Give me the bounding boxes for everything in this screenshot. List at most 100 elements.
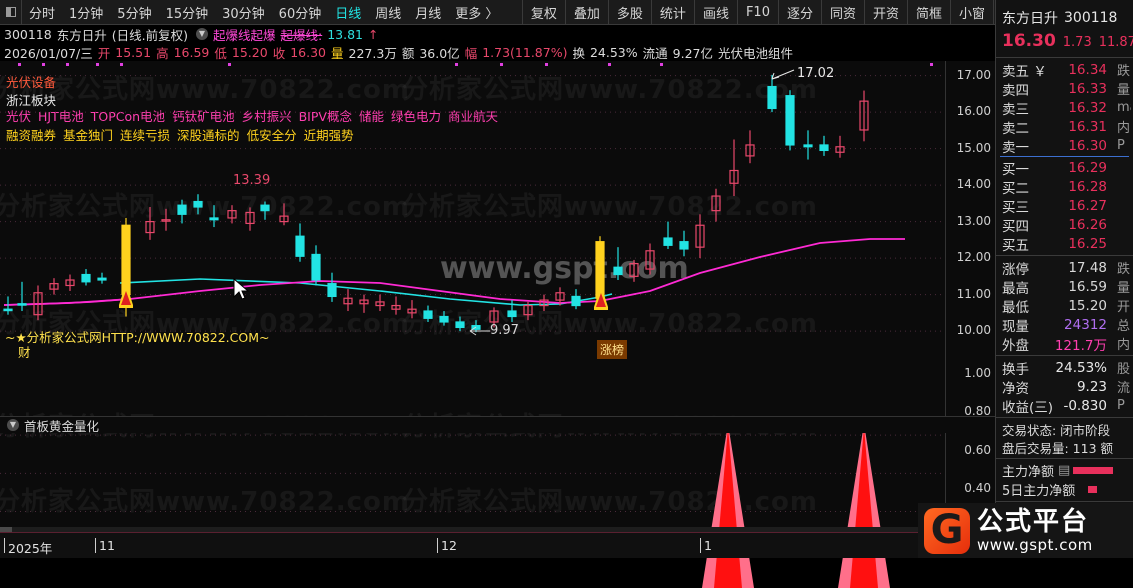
price-axis: 17.00 16.00 15.00 14.00 13.00 12.00 11.00 10.00… — [945, 61, 995, 532]
tag-融资融券[interactable]: 融资融券 — [6, 128, 57, 143]
sub-indicator-chart[interactable] — [0, 416, 945, 588]
row-tail: 内 — [1117, 338, 1131, 353]
toolbar-复权[interactable]: 复权 — [521, 0, 565, 25]
candle-body — [663, 237, 673, 246]
stat-涨停: 涨停 17.48 跌 — [996, 258, 1133, 278]
chevron-down-icon[interactable]: ▼ — [195, 28, 208, 40]
period-3[interactable]: 15分钟 — [165, 6, 209, 22]
tag-浙江板块[interactable]: 浙江板块 — [6, 93, 57, 108]
toolbar-同资[interactable]: 同资 — [821, 0, 864, 25]
toolbar-多股[interactable]: 多股 — [607, 0, 651, 25]
divider — [996, 255, 1133, 256]
period-4[interactable]: 30分钟 — [222, 6, 265, 22]
candle-body — [571, 295, 581, 307]
sub-tick-0.60: 0.60 — [964, 442, 991, 457]
toolbar-开资[interactable]: 开资 — [864, 0, 907, 25]
candle-body — [327, 283, 337, 298]
signal-dot — [120, 63, 123, 66]
tag-乡村振兴[interactable]: 乡村振兴 — [241, 109, 292, 124]
row-label: 卖三 — [1002, 101, 1029, 118]
candlestick-chart[interactable] — [0, 61, 945, 353]
fundamental-收益(三): 收益(三) -0.830 P — [996, 396, 1133, 416]
tag-连续亏损[interactable]: 连续亏损 — [120, 128, 171, 143]
tag-基金独门[interactable]: 基金独门 — [63, 128, 114, 143]
row-value: 15.20 — [1068, 297, 1107, 314]
tag-绿色电力[interactable]: 绿色电力 — [390, 109, 441, 124]
period-6[interactable]: 日线 — [335, 6, 362, 22]
period-0[interactable]: 分时 — [29, 6, 56, 22]
tag-近期强势[interactable]: 近期强势 — [303, 128, 354, 143]
tag-深股通标的[interactable]: 深股通标的 — [177, 128, 240, 143]
toolbar-小窗[interactable]: 小窗 — [950, 0, 993, 25]
chart-area[interactable]: 分析家公式网www.70822.com 分析家公式网www.70822.com … — [0, 61, 945, 588]
candle-body — [489, 310, 499, 323]
period-1[interactable]: 1分钟 — [69, 6, 104, 22]
tag-BIPV概念[interactable]: BIPV概念 — [298, 109, 352, 124]
row-value: 24.53% — [1055, 359, 1107, 376]
tag-row-industry: 光伏设备 — [6, 72, 63, 91]
fundamental-净资: 净资 9.23 流 — [996, 377, 1133, 397]
row-value: 24312 — [1064, 316, 1107, 333]
row-label: 买一 — [1002, 161, 1029, 178]
candle-body — [835, 146, 845, 153]
period-5[interactable]: 60分钟 — [278, 6, 322, 22]
price-tick-17.00: 17.00 — [956, 67, 991, 82]
price-tick-14.00: 14.00 — [956, 177, 991, 192]
candle-body — [65, 279, 75, 287]
price-tick-10.00: 10.00 — [956, 323, 991, 338]
row-value: 121.7万 — [1054, 337, 1107, 354]
tag-光伏[interactable]: 光伏 — [6, 109, 32, 124]
tag-商业航天[interactable]: 商业航天 — [447, 109, 498, 124]
main-net-5d-label: 5日主力净额 — [1002, 484, 1076, 499]
chart-scrollbar[interactable] — [0, 527, 945, 532]
row-label: 换手 — [1002, 361, 1029, 378]
row-tail: P — [1117, 138, 1125, 153]
period-9[interactable]: 更多 〉 — [455, 6, 499, 22]
toolbar-统计[interactable]: 统计 — [650, 0, 694, 25]
toolbar-画线[interactable]: 画线 — [693, 0, 737, 25]
chevron-down-icon[interactable]: ▼ — [7, 419, 19, 431]
tag-储能[interactable]: 储能 — [358, 109, 384, 124]
period-8[interactable]: 月线 — [415, 6, 442, 22]
row-label: 卖二 — [1002, 120, 1029, 137]
toolbar-逐分[interactable]: 逐分 — [777, 0, 821, 25]
after-hours-volume: 盘后交易量: 113 额 — [1002, 440, 1114, 456]
tag-钙钛矿电池[interactable]: 钙钛矿电池 — [172, 109, 235, 124]
ask-level-0: 卖五 ￥ 16.34 跌 — [996, 60, 1133, 80]
candle-body — [49, 283, 59, 290]
trade-status: 交易状态: 闭市阶段 — [1002, 422, 1111, 438]
toolbar-简框[interactable]: 简框 — [907, 0, 950, 25]
rank-tag[interactable]: 涨榜 — [597, 340, 628, 359]
tag-光伏设备[interactable]: 光伏设备 — [6, 75, 57, 90]
sub-panel-header[interactable]: ▼ 首板黄金量化 — [0, 416, 995, 434]
bid-level-4: 买五 16.25 — [996, 234, 1133, 254]
low-label: 低 — [214, 45, 227, 61]
tag-TOPCon电池[interactable]: TOPCon电池 — [90, 109, 166, 124]
toolbar-F10[interactable]: F10 — [736, 0, 778, 25]
row-value: 16.33 — [1068, 80, 1107, 97]
turnover-label: 换 — [572, 45, 585, 61]
list-icon[interactable]: ▤ — [1058, 463, 1071, 478]
scrollbar-thumb[interactable] — [0, 527, 12, 532]
tag-HJT电池[interactable]: HJT电池 — [38, 109, 84, 124]
sub-panel-title: 首板黄金量化 — [24, 418, 100, 434]
candle-body — [803, 144, 813, 148]
period-note: (日线.前复权) — [111, 27, 188, 43]
toolbar-叠加[interactable]: 叠加 — [564, 0, 608, 25]
annotation-low-arrow-icon — [469, 326, 490, 336]
stat-最低: 最低 15.20 开 — [996, 296, 1133, 316]
period-2[interactable]: 5分钟 — [117, 6, 152, 22]
period-7[interactable]: 周线 — [375, 6, 402, 22]
row-value: -0.830 — [1063, 397, 1107, 414]
tag-低安全分[interactable]: 低安全分 — [246, 128, 297, 143]
annotation-low: 9.97 — [490, 323, 519, 338]
candle-body — [161, 219, 171, 222]
candle-body — [819, 144, 829, 152]
panel-toggle-icon[interactable] — [0, 0, 22, 25]
turnover-value: 24.53% — [589, 44, 638, 60]
row-tail: 开 — [1117, 300, 1131, 315]
candle-body — [17, 303, 27, 306]
brand-mark-icon — [924, 507, 970, 554]
row-tail: 总 — [1117, 319, 1131, 334]
indicator-label: 起爆线: — [280, 27, 323, 43]
